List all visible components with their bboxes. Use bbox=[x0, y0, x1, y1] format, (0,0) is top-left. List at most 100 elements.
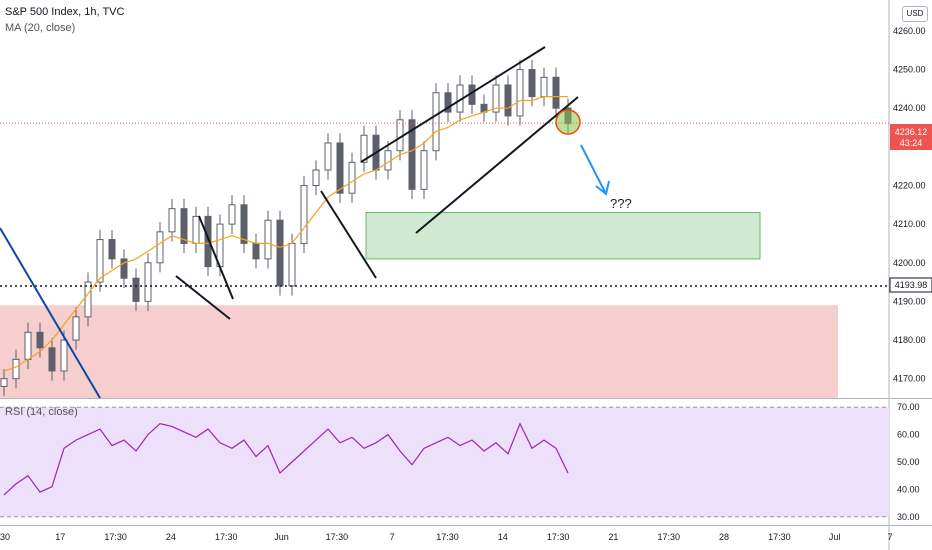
channel-lower-line[interactable] bbox=[415, 96, 579, 234]
time-tick-label: 30 bbox=[0, 532, 10, 542]
time-tick-label: 7 bbox=[390, 532, 395, 542]
candle-body bbox=[288, 242, 296, 287]
chart-title[interactable]: S&P 500 Index, 1h, TVC bbox=[5, 6, 125, 18]
time-tick-label: 17:30 bbox=[215, 532, 238, 542]
candle-body bbox=[36, 331, 44, 349]
candle-body bbox=[12, 358, 20, 380]
rsi-label[interactable]: RSI (14, close) bbox=[5, 406, 78, 418]
flag-lower-line[interactable] bbox=[175, 275, 231, 320]
candle-body bbox=[120, 258, 128, 279]
rsi-tick-label: 30.00 bbox=[897, 512, 920, 522]
candle-body bbox=[180, 208, 188, 244]
candle-body bbox=[192, 215, 200, 244]
price-axis[interactable]: 4260.004250.004240.004230.004220.004210.… bbox=[893, 26, 926, 384]
level-price-tag: 4193.98 bbox=[889, 277, 932, 293]
price-tick-label: 4210.00 bbox=[893, 219, 926, 229]
currency-button[interactable]: USD bbox=[902, 6, 928, 22]
time-tick-label: 17:30 bbox=[436, 532, 459, 542]
candle-body bbox=[168, 208, 176, 233]
candle-body bbox=[516, 69, 524, 117]
candle-body bbox=[360, 134, 368, 163]
candlestick-series bbox=[0, 59, 572, 397]
rsi-tick-label: 40.00 bbox=[897, 484, 920, 494]
candle-body bbox=[312, 169, 320, 186]
candle-body bbox=[300, 184, 308, 244]
candle-body bbox=[0, 378, 8, 387]
channel-upper-line[interactable] bbox=[360, 46, 546, 163]
candle-body bbox=[504, 84, 512, 117]
candle-body bbox=[72, 316, 80, 341]
time-tick-label: 17:30 bbox=[547, 532, 570, 542]
candle-body bbox=[276, 219, 284, 287]
current-price-value: 4236.12 bbox=[895, 127, 928, 137]
time-tick-label: 17:30 bbox=[326, 532, 349, 542]
price-tick-label: 4260.00 bbox=[893, 26, 926, 36]
candle-body bbox=[240, 204, 248, 244]
time-tick-label: Jun bbox=[274, 532, 289, 542]
candle-body bbox=[324, 142, 332, 171]
wedge-line[interactable] bbox=[320, 190, 377, 279]
candle-body bbox=[228, 204, 236, 225]
time-tick-label: 17:30 bbox=[768, 532, 791, 542]
candle-body bbox=[552, 76, 560, 109]
candle-body bbox=[48, 347, 56, 372]
price-tick-label: 4200.00 bbox=[893, 258, 926, 268]
candle-body bbox=[432, 92, 440, 152]
time-tick-label: 24 bbox=[166, 532, 176, 542]
time-tick-label: 17:30 bbox=[657, 532, 680, 542]
demand-zone[interactable] bbox=[365, 212, 761, 260]
price-tick-label: 4240.00 bbox=[893, 103, 926, 113]
descending-trendline[interactable] bbox=[0, 227, 101, 399]
moving-average-line bbox=[3, 95, 568, 372]
down-arrow-head[interactable] bbox=[595, 180, 610, 196]
down-arrow-shaft[interactable] bbox=[580, 144, 607, 195]
candle-body bbox=[408, 119, 416, 190]
candle-body bbox=[492, 84, 500, 113]
indicator-label[interactable]: MA (20, close) bbox=[5, 22, 76, 34]
candle-body bbox=[96, 239, 104, 283]
rsi-tick-label: 50.00 bbox=[897, 457, 920, 467]
breakout-circle[interactable] bbox=[555, 109, 581, 135]
candle-body bbox=[252, 242, 260, 260]
candle-body bbox=[444, 92, 452, 113]
price-tick-label: 4180.00 bbox=[893, 335, 926, 345]
price-tick-label: 4250.00 bbox=[893, 65, 926, 75]
time-tick-label: 17 bbox=[55, 532, 65, 542]
time-tick-label: 7 bbox=[887, 532, 892, 542]
rsi-line bbox=[3, 422, 569, 496]
price-tick-label: 4170.00 bbox=[893, 374, 926, 384]
candle-body bbox=[108, 239, 116, 260]
candle-body bbox=[348, 161, 356, 194]
question-annotation: ??? bbox=[610, 196, 632, 211]
current-price-tag: 4236.12 43:24 bbox=[890, 124, 932, 150]
candle-body bbox=[204, 215, 212, 268]
price-tick-label: 4220.00 bbox=[893, 180, 926, 190]
candle-body bbox=[144, 262, 152, 302]
candle-body bbox=[336, 142, 344, 194]
flag-upper-line[interactable] bbox=[198, 215, 234, 300]
bar-countdown: 43:24 bbox=[900, 138, 923, 148]
level-price-value: 4193.98 bbox=[895, 280, 928, 290]
time-tick-label: 21 bbox=[608, 532, 618, 542]
time-axis[interactable]: 30 17 17:30 24 17:30 Jun 17:30 7 17:30 14 17:30 21 1… bbox=[0, 532, 893, 542]
candle-body bbox=[540, 76, 548, 98]
candle-body bbox=[264, 219, 272, 260]
rsi-axis[interactable]: 70.00 60.00 50.00 40.00 30.00 bbox=[897, 402, 920, 522]
rsi-tick-label: 60.00 bbox=[897, 430, 920, 440]
candle-body bbox=[156, 231, 164, 264]
time-tick-label: 14 bbox=[498, 532, 508, 542]
candle-body bbox=[132, 277, 140, 302]
time-tick-label: 17:30 bbox=[104, 532, 127, 542]
time-tick-label: Jul bbox=[829, 532, 841, 542]
price-tick-label: 4190.00 bbox=[893, 296, 926, 306]
candle-body bbox=[84, 281, 92, 318]
candle-body bbox=[420, 150, 428, 190]
drawings[interactable]: ??? bbox=[0, 46, 632, 399]
rsi-band-background bbox=[0, 407, 889, 517]
candle-body bbox=[60, 339, 68, 372]
candle-body bbox=[24, 331, 32, 360]
rsi-tick-label: 70.00 bbox=[897, 402, 920, 412]
time-tick-label: 28 bbox=[719, 532, 729, 542]
supply-zone[interactable] bbox=[0, 305, 838, 398]
